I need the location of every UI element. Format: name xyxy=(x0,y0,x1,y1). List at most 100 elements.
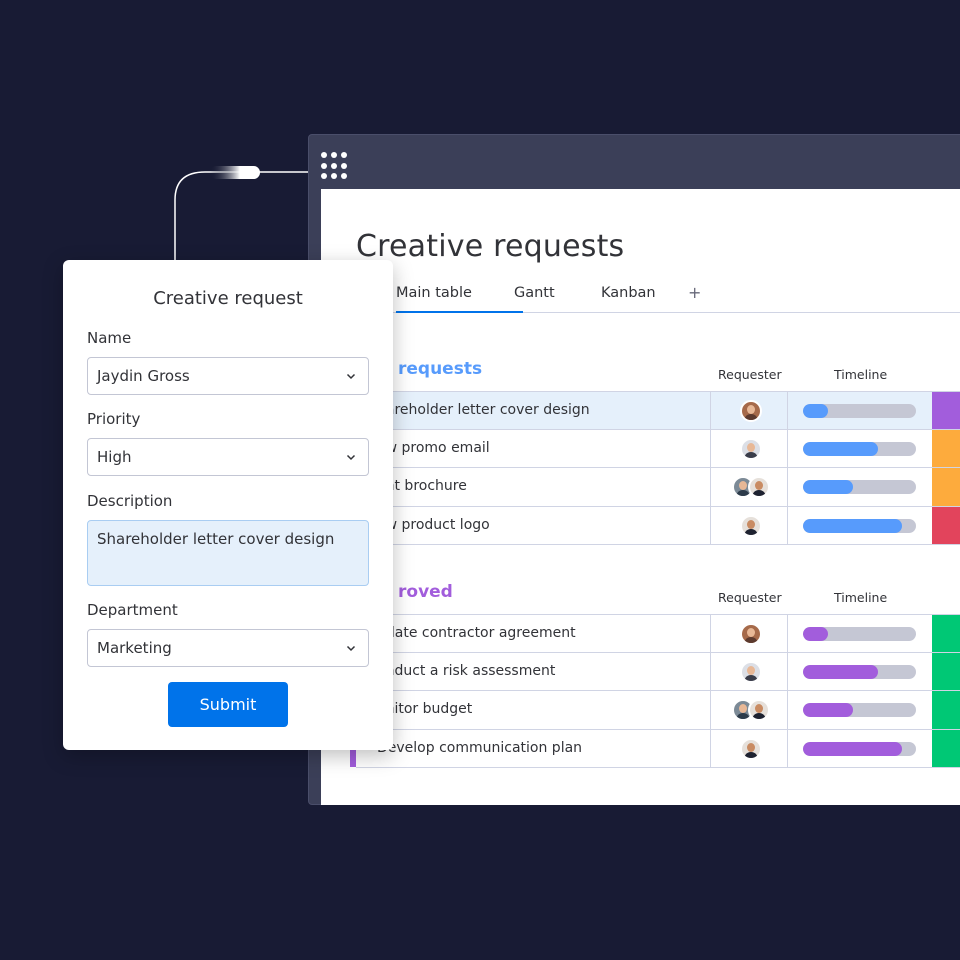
add-view-button[interactable]: + xyxy=(688,283,701,313)
table-row[interactable]: hareholder letter cover design xyxy=(356,391,960,430)
requester-cell[interactable] xyxy=(726,514,776,537)
timeline-bar[interactable] xyxy=(803,703,916,717)
cell-divider xyxy=(710,506,711,544)
timeline-fill xyxy=(803,703,853,717)
name-select[interactable]: Jaydin Gross xyxy=(87,357,369,395)
column-header-timeline[interactable]: Timeline xyxy=(834,590,888,605)
board: Creative requests Main table Gantt Kanba… xyxy=(321,189,960,805)
item-name[interactable]: ew promo email xyxy=(377,439,490,456)
timeline-fill xyxy=(803,480,853,494)
name-label: Name xyxy=(87,329,132,347)
item-name[interactable]: hareholder letter cover design xyxy=(377,402,590,418)
timeline-bar[interactable] xyxy=(803,627,916,641)
tab-kanban[interactable]: Kanban xyxy=(601,283,656,313)
cell-divider xyxy=(787,392,788,429)
submit-button[interactable]: Submit xyxy=(168,682,288,727)
tab-label: Gantt xyxy=(514,285,555,301)
avatar xyxy=(740,737,762,760)
priority-label: Priority xyxy=(87,410,141,428)
timeline-bar[interactable] xyxy=(803,480,916,494)
timeline-bar[interactable] xyxy=(803,741,916,756)
status-cell[interactable] xyxy=(932,468,960,506)
table-row[interactable]: ew promo email xyxy=(356,429,960,468)
chevron-down-icon xyxy=(346,454,356,461)
priority-select[interactable]: High xyxy=(87,438,369,476)
requester-cell[interactable] xyxy=(726,437,776,460)
status-cell[interactable] xyxy=(932,615,960,652)
description-textarea[interactable]: Shareholder letter cover design xyxy=(87,520,369,586)
avatar xyxy=(748,476,770,498)
column-header-timeline[interactable]: Timeline xyxy=(834,367,888,382)
timeline-bar[interactable] xyxy=(803,441,916,456)
cell-divider xyxy=(787,691,788,729)
cell-divider xyxy=(710,429,711,467)
form-title: Creative request xyxy=(153,288,303,309)
department-value: Marketing xyxy=(97,639,172,657)
tab-gantt[interactable]: Gantt xyxy=(514,283,555,313)
name-value: Jaydin Gross xyxy=(97,367,190,385)
group-rows: hareholder letter cover design ew promo e… xyxy=(356,391,960,545)
avatar xyxy=(748,699,770,721)
cell-divider xyxy=(787,429,788,467)
requester-cell[interactable] xyxy=(726,476,776,498)
table-row[interactable]: onduct a risk assessment xyxy=(356,652,960,691)
item-name[interactable]: ew product logo xyxy=(377,516,490,533)
requester-cell[interactable] xyxy=(726,400,776,422)
cell-divider xyxy=(710,691,711,729)
timeline-fill xyxy=(803,664,878,679)
timeline-fill xyxy=(803,741,903,756)
status-cell[interactable] xyxy=(932,691,960,729)
timeline-bar[interactable] xyxy=(803,404,916,418)
app-grid-icon[interactable] xyxy=(321,152,349,180)
status-cell[interactable] xyxy=(932,652,960,690)
creative-request-form: Creative request Name Jaydin Gross Prior… xyxy=(63,260,393,750)
avatar xyxy=(740,623,762,645)
column-header-requester[interactable]: Requester xyxy=(718,590,782,605)
department-select[interactable]: Marketing xyxy=(87,629,369,667)
item-name[interactable]: pdate contractor agreement xyxy=(377,625,576,641)
avatar xyxy=(740,400,762,422)
tab-label: Main table xyxy=(396,285,472,301)
timeline-fill xyxy=(803,441,878,456)
chevron-down-icon xyxy=(346,373,356,380)
cell-divider xyxy=(710,615,711,652)
requester-cell[interactable] xyxy=(726,660,776,683)
group-title[interactable]: roved xyxy=(398,582,453,602)
avatar xyxy=(740,514,762,537)
priority-value: High xyxy=(97,448,132,466)
board-tabs: Main table Gantt Kanban + xyxy=(356,283,960,313)
cell-divider xyxy=(787,729,788,767)
table-row[interactable]: ent brochure xyxy=(356,468,960,507)
chevron-down-icon xyxy=(346,645,356,652)
cell-divider xyxy=(787,615,788,652)
board-title: Creative requests xyxy=(356,229,625,264)
description-label: Description xyxy=(87,492,173,510)
cell-divider xyxy=(710,652,711,690)
table-row[interactable]: ew product logo xyxy=(356,506,960,545)
cell-divider xyxy=(710,729,711,767)
status-cell[interactable] xyxy=(932,429,960,467)
column-header-requester[interactable]: Requester xyxy=(718,367,782,382)
tab-main-table[interactable]: Main table xyxy=(396,283,523,313)
item-name[interactable]: ent brochure xyxy=(377,478,467,494)
requester-cell[interactable] xyxy=(726,623,776,645)
item-name[interactable]: onduct a risk assessment xyxy=(377,662,556,679)
item-name[interactable]: onitor budget xyxy=(377,701,473,717)
table-row[interactable]: onitor budget xyxy=(356,691,960,730)
status-cell[interactable] xyxy=(932,729,960,767)
status-cell[interactable] xyxy=(932,506,960,544)
group-title[interactable]: requests xyxy=(398,359,483,379)
timeline-bar[interactable] xyxy=(803,518,916,533)
cell-divider xyxy=(787,506,788,544)
table-row[interactable]: pdate contractor agreement xyxy=(356,614,960,653)
table-row[interactable]: Develop communication plan xyxy=(350,729,960,768)
plus-icon: + xyxy=(688,283,702,302)
cell-divider xyxy=(710,468,711,506)
cell-divider xyxy=(710,392,711,429)
item-name[interactable]: Develop communication plan xyxy=(377,739,583,756)
timeline-bar[interactable] xyxy=(803,664,916,679)
status-cell[interactable] xyxy=(932,392,960,429)
cell-divider xyxy=(787,652,788,690)
requester-cell[interactable] xyxy=(726,737,776,760)
requester-cell[interactable] xyxy=(726,699,776,721)
